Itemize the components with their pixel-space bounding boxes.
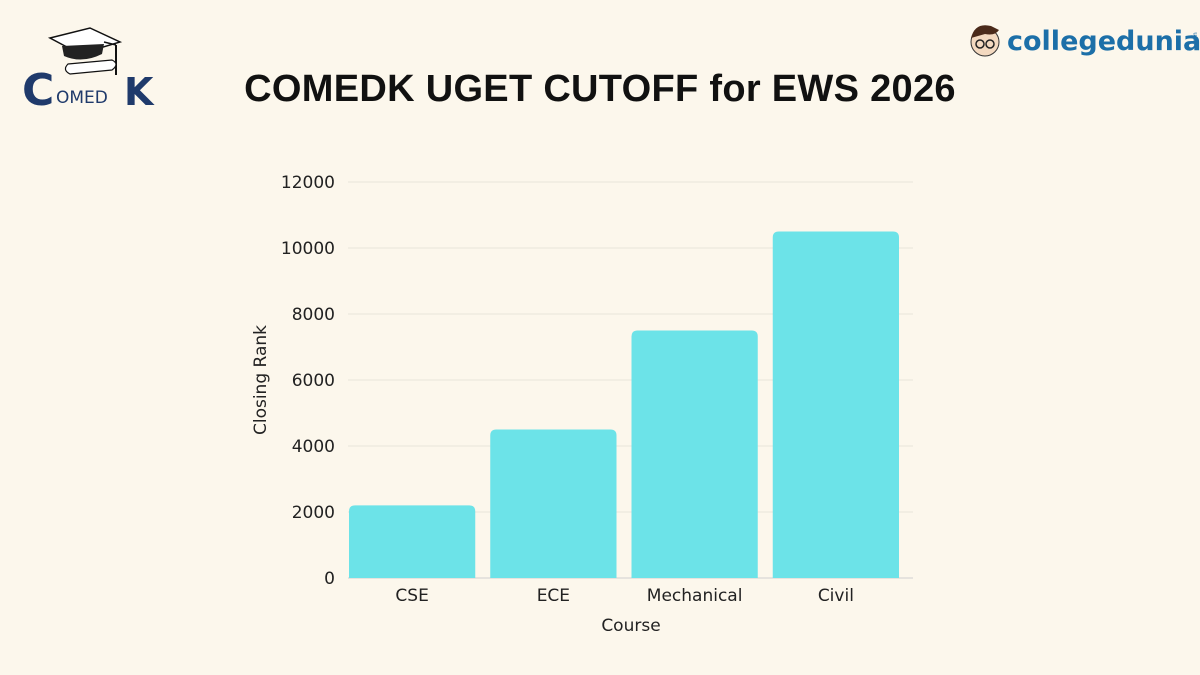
x-tick-label: Mechanical [647,586,743,606]
comedk-logo: C OMED K [20,20,170,116]
svg-text:C: C [22,65,54,110]
svg-text:.com: .com [1192,32,1199,47]
bar-mechanical [631,330,758,578]
y-tick-label: 2000 [292,503,335,523]
y-tick-label: 0 [324,569,335,589]
y-tick-label: 12000 [281,173,335,193]
y-tick-label: 6000 [292,371,335,391]
x-tick-label: Civil [818,586,854,606]
svg-text:collegedunia: collegedunia [1007,26,1200,57]
svg-text:K: K [124,70,155,110]
y-tick-label: 4000 [292,437,335,457]
y-tick-label: 8000 [292,305,335,325]
chart-title: COMEDK UGET CUTOFF for EWS 2026 [244,68,956,110]
y-axis-label: Closing Rank [251,325,271,435]
x-axis-label: Course [601,616,660,636]
bar-cse [349,505,476,578]
svg-text:OMED: OMED [56,88,108,108]
bar-civil [772,231,899,578]
bar-ece [490,429,617,578]
y-tick-label: 10000 [281,239,335,259]
x-tick-label: ECE [537,586,570,606]
x-tick-label: CSE [395,586,428,606]
collegedunia-logo: collegedunia .com [965,14,1200,64]
